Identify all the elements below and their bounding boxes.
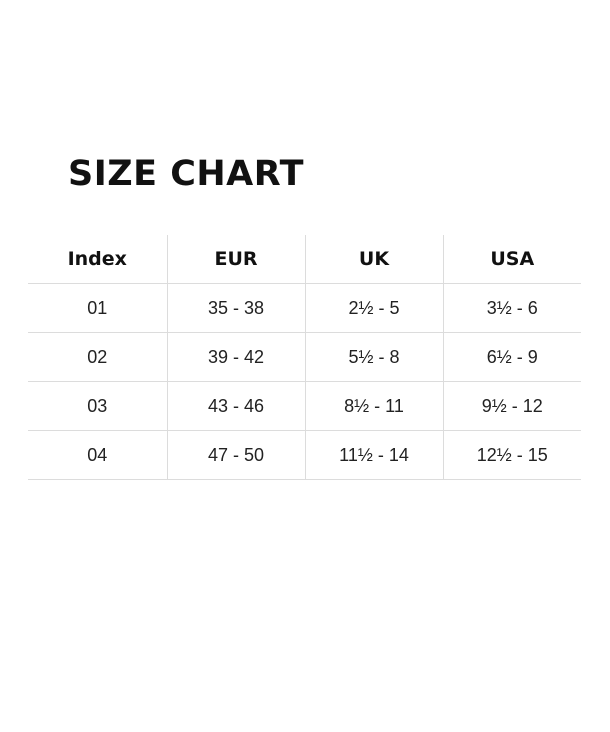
table-row: 02 39 - 42 5½ - 8 6½ - 9 <box>28 332 581 382</box>
cell-uk: 8½ - 11 <box>305 381 444 431</box>
cell-uk: 11½ - 14 <box>305 430 444 480</box>
cell-index: 03 <box>28 381 168 431</box>
header-eur: EUR <box>167 235 306 284</box>
header-uk: UK <box>305 235 444 284</box>
cell-index: 01 <box>28 283 168 333</box>
cell-uk: 5½ - 8 <box>305 332 444 382</box>
header-usa: USA <box>443 235 581 284</box>
cell-uk: 2½ - 5 <box>305 283 444 333</box>
cell-usa: 12½ - 15 <box>443 430 581 480</box>
table-header-row: Index EUR UK USA <box>28 235 581 284</box>
cell-eur: 39 - 42 <box>167 332 306 382</box>
cell-index: 04 <box>28 430 168 480</box>
cell-eur: 43 - 46 <box>167 381 306 431</box>
table-row: 01 35 - 38 2½ - 5 3½ - 6 <box>28 283 581 333</box>
cell-usa: 6½ - 9 <box>443 332 581 382</box>
cell-usa: 9½ - 12 <box>443 381 581 431</box>
cell-index: 02 <box>28 332 168 382</box>
cell-eur: 47 - 50 <box>167 430 306 480</box>
table-row: 04 47 - 50 11½ - 14 12½ - 15 <box>28 430 581 480</box>
table-row: 03 43 - 46 8½ - 11 9½ - 12 <box>28 381 581 431</box>
size-chart-table: Index EUR UK USA 01 35 - 38 2½ - 5 3½ - … <box>28 235 581 480</box>
cell-usa: 3½ - 6 <box>443 283 581 333</box>
cell-eur: 35 - 38 <box>167 283 306 333</box>
page-title: SIZE CHART <box>68 154 305 194</box>
header-index: Index <box>28 235 168 284</box>
